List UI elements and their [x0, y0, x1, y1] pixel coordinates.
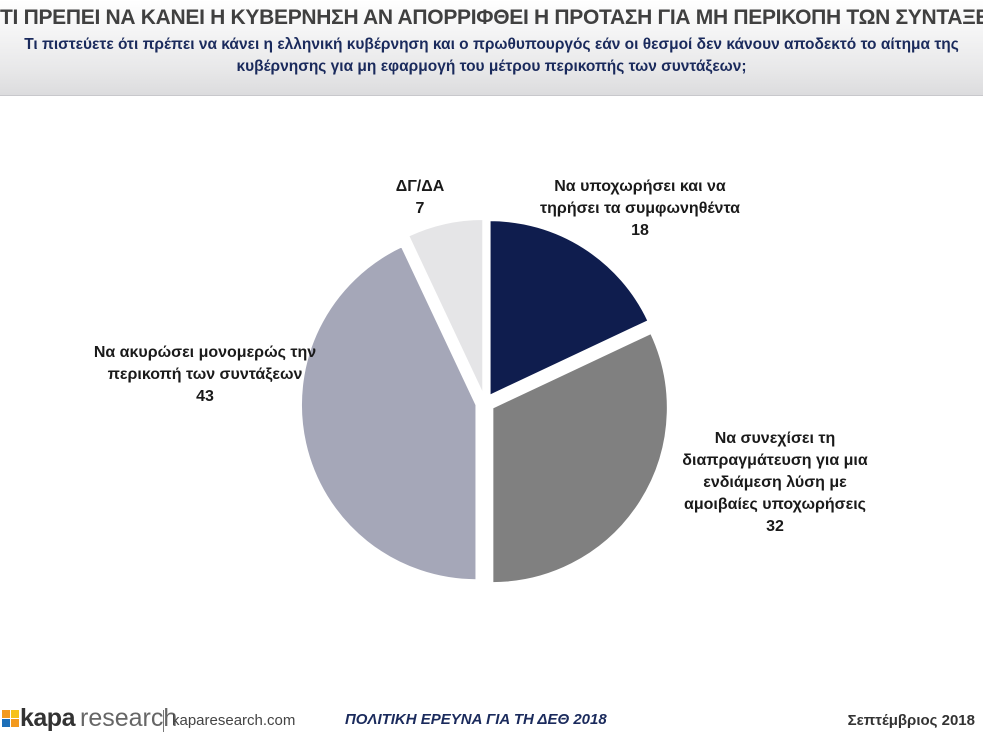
- pie-slice: [300, 245, 477, 581]
- pie-slice: [407, 218, 484, 395]
- value-label: 7: [415, 200, 425, 217]
- website[interactable]: kaparesearch.com: [172, 712, 296, 729]
- category-label: ΔΓ/ΔΑ: [395, 178, 445, 195]
- pie-slice: [489, 219, 650, 397]
- footer-title: ΠΟΛΙΤΙΚΗ ΕΡΕΥΝΑ ΓΙΑ ΤΗ ΔΕΘ 2018: [345, 711, 607, 728]
- value-label: 18: [631, 222, 649, 239]
- separator: [163, 710, 164, 732]
- slice-label: Να υποχωρήσει και να τηρήσει τα συμφωνηθ…: [540, 176, 740, 242]
- category-label: Να ακυρώσει μονομερώς την περικοπή των σ…: [93, 344, 317, 383]
- pie-slice: [491, 332, 669, 584]
- value-label: 43: [196, 388, 214, 405]
- chart-subtitle: Τι πιστεύετε ότι πρέπει να κάνει η ελλην…: [24, 36, 959, 75]
- footer: kapa research kaparesearch.com ΠΟΛΙΤΙΚΗ …: [0, 700, 983, 741]
- header: ΤΙ ΠΡΕΠΕΙ ΝΑ ΚΑΝΕΙ Η ΚΥΒΕΡΝΗΣΗ ΑΝ ΑΠΟΡΡΙ…: [0, 0, 983, 96]
- footer-date: Σεπτέμβριος 2018: [847, 712, 975, 729]
- category-label: Να υποχωρήσει και να τηρήσει τα συμφωνηθ…: [540, 178, 740, 217]
- brand: research: [80, 704, 178, 732]
- chart-title: ΤΙ ΠΡΕΠΕΙ ΝΑ ΚΑΝΕΙ Η ΚΥΒΕΡΝΗΣΗ ΑΝ ΑΠΟΡΡΙ…: [0, 6, 983, 29]
- chart: [300, 218, 669, 584]
- slice-label: Να ακυρώσει μονομερώς την περικοπή των σ…: [90, 342, 320, 408]
- value-label: 32: [766, 518, 784, 535]
- category-label: Να συνεχίσει τη διαπραγμάτευση για μια ε…: [682, 430, 868, 513]
- brand: kapa: [20, 704, 75, 732]
- slice-label: Να συνεχίσει τη διαπραγμάτευση για μια ε…: [670, 428, 880, 538]
- slice-label: ΔΓ/ΔΑ 7: [375, 176, 465, 220]
- logo-icon: [2, 710, 19, 727]
